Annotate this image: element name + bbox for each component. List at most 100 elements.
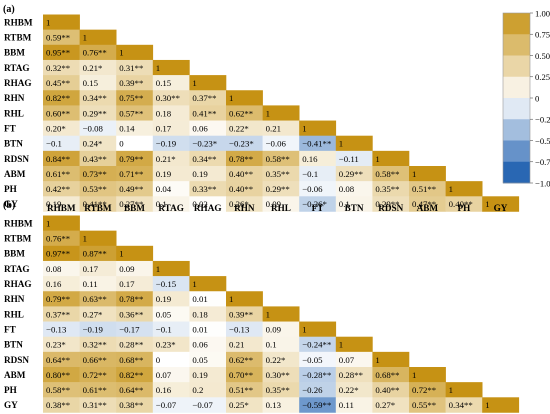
- heatmap-cell: [262, 397, 300, 413]
- heatmap-cell: [116, 75, 154, 91]
- cell-value: 0.35**: [266, 169, 290, 179]
- cell-value: 0.13: [266, 400, 282, 410]
- cell-value: −0.23*: [192, 139, 217, 149]
- cell-value: 0.84**: [46, 154, 70, 164]
- cell-value: 0.87**: [83, 249, 107, 259]
- heatmap-cell: [116, 44, 154, 61]
- cell-value: 1: [83, 33, 87, 43]
- cell-value: 0.19: [192, 370, 208, 380]
- row-label: RDSN: [4, 355, 29, 365]
- cell-value: 0.05: [192, 355, 208, 365]
- cell-value: 0.11: [83, 279, 98, 289]
- heatmap-cell: [79, 29, 117, 46]
- heatmap-cell: [152, 59, 190, 76]
- cell-value: 0.40**: [375, 385, 399, 395]
- column-label: RHAG: [194, 203, 222, 213]
- cell-value: 1: [449, 385, 453, 395]
- heatmap-cell: [226, 336, 263, 353]
- panel-label: (b): [3, 200, 15, 211]
- heatmap-cell: [79, 230, 117, 247]
- colorbar-swatch: [503, 98, 530, 120]
- row-label: RHL: [4, 309, 24, 319]
- heatmap-cell: [262, 105, 300, 121]
- heatmap-cell: [189, 351, 227, 368]
- colorbar-tick-label: −0.75: [535, 157, 550, 167]
- cell-value: 0.19: [192, 169, 208, 179]
- heatmap-cell: [43, 351, 80, 368]
- cell-value: 0.33**: [192, 184, 216, 194]
- cell-value: 0: [156, 355, 161, 365]
- heatmap-cell: [372, 196, 410, 212]
- cell-value: 0.09: [266, 324, 282, 334]
- heatmap-cell: [116, 166, 154, 182]
- heatmap-cell: [79, 336, 117, 353]
- cell-value: 0.49**: [119, 184, 143, 194]
- cell-value: 0.82**: [46, 93, 70, 103]
- cell-value: 0.78**: [229, 154, 253, 164]
- heatmap-cell: [116, 306, 154, 322]
- cell-value: 0.30**: [156, 93, 180, 103]
- row-label: BTN: [4, 139, 23, 149]
- cell-value: −0.11: [339, 154, 359, 164]
- heatmap-cell: [43, 59, 80, 76]
- row-label: RHBM: [4, 218, 33, 228]
- colorbar-swatch: [503, 76, 530, 99]
- row-label: BBM: [4, 48, 25, 58]
- row-label: RTBM: [4, 234, 32, 244]
- cell-value: 0.51**: [229, 385, 253, 395]
- cell-value: 0.72**: [83, 370, 107, 380]
- heatmap-cell: [43, 105, 80, 121]
- cell-value: 0.43**: [83, 154, 107, 164]
- heatmap-cell: [79, 260, 117, 277]
- heatmap-cell: [189, 367, 227, 383]
- heatmap-cell: [299, 321, 337, 337]
- heatmap-cell: [226, 150, 263, 167]
- cell-value: 0.32**: [46, 63, 70, 73]
- row-label: RHL: [4, 108, 24, 118]
- column-label: ABM: [417, 203, 439, 213]
- cell-value: 1: [156, 264, 160, 274]
- cell-value: 1: [229, 294, 233, 304]
- heatmap-cell: [79, 306, 117, 322]
- cell-value: 0.34**: [83, 93, 107, 103]
- cell-value: −0.15: [156, 279, 177, 289]
- heatmap-cell: [116, 367, 154, 383]
- colorbar-tick-label: −0.25: [535, 115, 550, 125]
- cell-value: −0.19: [156, 139, 177, 149]
- cell-value: 0.28**: [119, 340, 143, 350]
- cell-value: −0.26: [302, 385, 323, 395]
- cell-value: 0.57**: [119, 108, 143, 118]
- heatmap-cell: [189, 150, 227, 167]
- cell-value: −0.59**: [302, 400, 331, 410]
- cell-value: 0.30**: [266, 370, 290, 380]
- cell-value: 0.41**: [83, 199, 107, 209]
- row-label: RHAG: [4, 279, 32, 289]
- row-label: PH: [4, 385, 17, 395]
- cell-value: 0.34**: [192, 154, 216, 164]
- heatmap-cell: [116, 351, 154, 368]
- cell-value: 0.14: [119, 123, 135, 133]
- heatmap-cell: [299, 166, 337, 182]
- cell-value: 0.17: [156, 123, 172, 133]
- heatmap-cell: [335, 135, 373, 152]
- cell-value: 0.78**: [119, 294, 143, 304]
- heatmap-cell: [299, 382, 337, 398]
- cell-value: −0.06: [302, 184, 323, 194]
- heatmap-cell: [79, 90, 117, 106]
- cell-value: 0.38**: [119, 400, 143, 410]
- heatmap-cell: [189, 306, 227, 322]
- cell-value: 0.22*: [266, 355, 286, 365]
- heatmap-cell: [299, 351, 337, 368]
- heatmap-cell: [189, 90, 227, 106]
- cell-value: 0.29**: [83, 108, 107, 118]
- cell-value: 1: [192, 78, 196, 88]
- heatmap-cell: [226, 135, 263, 152]
- heatmap-cell: [116, 382, 154, 398]
- cell-value: 0.23*: [46, 340, 66, 350]
- cell-value: 0.72**: [412, 385, 436, 395]
- heatmap-cell: [43, 166, 80, 182]
- heatmap-cell: [43, 260, 80, 277]
- heatmap-cell: [152, 75, 190, 91]
- heatmap-cell: [43, 382, 80, 398]
